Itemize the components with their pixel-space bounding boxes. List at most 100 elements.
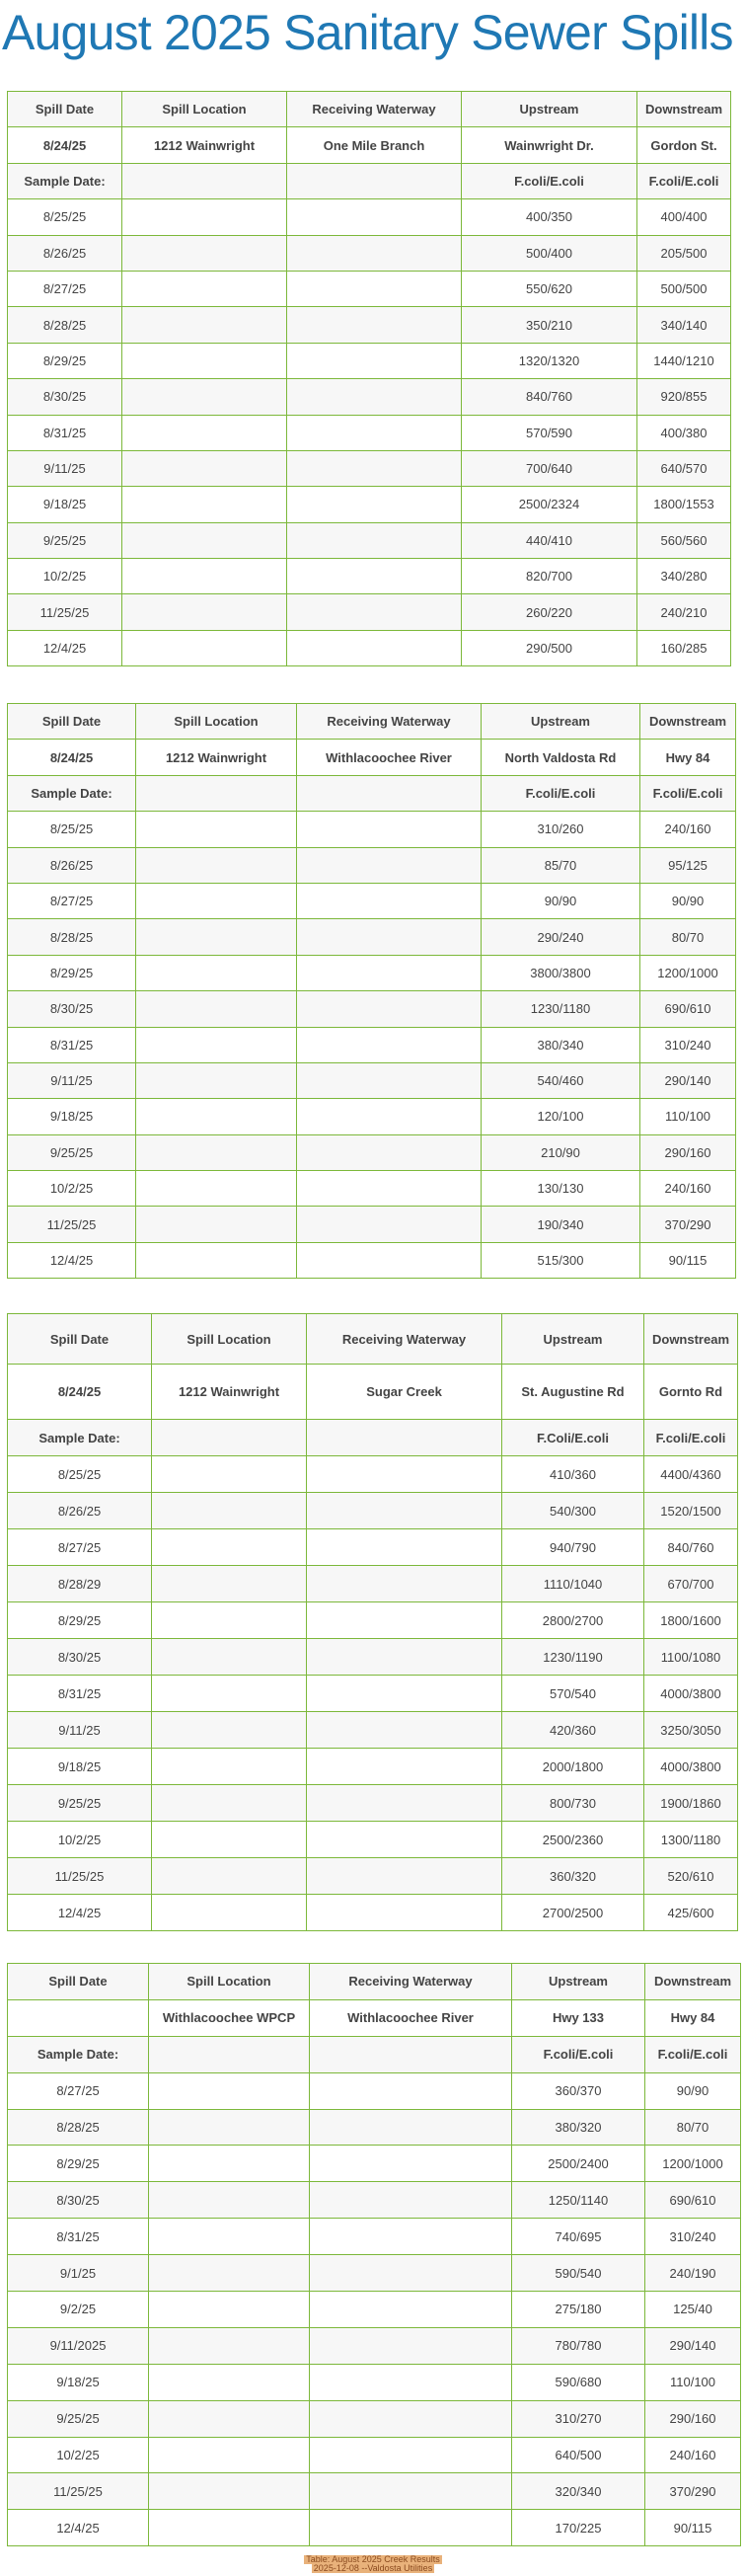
cell-downstream: 500/500 xyxy=(636,270,731,308)
cell-receiving-waterway xyxy=(286,270,462,308)
cell-upstream: 85/70 xyxy=(481,846,640,884)
cell-downstream: 160/285 xyxy=(636,629,731,667)
cell-spill-date: 8/27/25 xyxy=(7,882,136,920)
cell-downstream: 1900/1860 xyxy=(643,1784,738,1822)
cell-upstream: 170/225 xyxy=(511,2509,645,2547)
cell-receiving-waterway xyxy=(309,2218,512,2256)
cell-upstream: 400/350 xyxy=(461,198,637,236)
cell-spill-date: Sample Date: xyxy=(7,2035,149,2073)
cell-spill-date: 8/29/25 xyxy=(7,954,136,992)
cell-spill-location xyxy=(135,1241,297,1280)
cell-upstream: 820/700 xyxy=(461,558,637,595)
cell-spill-date: 8/26/25 xyxy=(7,234,122,272)
cell-receiving-waterway xyxy=(306,1565,502,1602)
table-row: 9/25/25 310/270 290/160 xyxy=(7,2399,741,2438)
cell-receiving-waterway xyxy=(286,558,462,595)
cell-downstream: 290/140 xyxy=(639,1061,736,1100)
cell-upstream: 350/210 xyxy=(461,306,637,344)
table-row: 8/26/25 540/300 1520/1500 xyxy=(7,1492,738,1529)
cell-downstream: 3250/3050 xyxy=(643,1711,738,1749)
cell-spill-date: 9/18/25 xyxy=(7,2363,149,2401)
cell-receiving-waterway xyxy=(286,629,462,667)
cell-upstream: 420/360 xyxy=(501,1711,644,1749)
spill-table-2: Spill Date Spill Location Receiving Waterw… xyxy=(7,702,736,1280)
cell-downstream: 290/160 xyxy=(644,2399,741,2438)
table-row: 9/11/25 420/360 3250/3050 xyxy=(7,1711,738,1749)
cell-upstream: 590/540 xyxy=(511,2254,645,2293)
cell-upstream: 210/90 xyxy=(481,1133,640,1172)
table-row: 9/25/25 440/410 560/560 xyxy=(7,521,731,560)
cell-receiving-waterway: Receiving Waterway xyxy=(309,1963,512,2000)
cell-spill-location xyxy=(151,1638,307,1676)
cell-spill-location: 1212 Wainwright xyxy=(121,126,287,164)
cell-upstream: 2000/1800 xyxy=(501,1748,644,1785)
cell-receiving-waterway xyxy=(309,2035,512,2073)
table-row: 8/27/25 360/370 90/90 xyxy=(7,2071,741,2110)
cell-receiving-waterway xyxy=(309,2472,512,2511)
table-row: 8/30/25 840/760 920/855 xyxy=(7,378,731,416)
cell-upstream: 1250/1140 xyxy=(511,2181,645,2220)
sample-label-row: Sample Date: F.coli/E.coli F.coli/E.coli xyxy=(7,774,736,813)
cell-spill-date: 8/31/25 xyxy=(7,1675,152,1712)
cell-spill-date: 8/29/25 xyxy=(7,1601,152,1639)
cell-downstream: 560/560 xyxy=(636,521,731,560)
cell-upstream: 290/240 xyxy=(481,918,640,956)
cell-receiving-waterway xyxy=(296,918,482,956)
cell-spill-date: 8/30/25 xyxy=(7,2181,149,2220)
cell-spill-location xyxy=(148,2436,310,2474)
cell-spill-date: 8/27/25 xyxy=(7,2071,149,2110)
cell-spill-date: 8/26/25 xyxy=(7,1492,152,1529)
cell-spill-location xyxy=(121,234,287,272)
cell-downstream: 80/70 xyxy=(644,2108,741,2147)
cell-upstream: 130/130 xyxy=(481,1170,640,1208)
cell-receiving-waterway xyxy=(309,2436,512,2474)
cell-upstream: 1110/1040 xyxy=(501,1565,644,1602)
cell-spill-location xyxy=(135,882,297,920)
table-row: 8/31/25 570/590 400/380 xyxy=(7,414,731,451)
cell-receiving-waterway xyxy=(306,1419,502,1456)
caption-source: 2025-12-08 --Valdosta Utilities xyxy=(311,2563,435,2573)
cell-receiving-waterway xyxy=(306,1528,502,1566)
cell-receiving-waterway xyxy=(306,1857,502,1895)
cell-upstream: 120/100 xyxy=(481,1098,640,1135)
cell-spill-date: 11/25/25 xyxy=(7,1206,136,1243)
cell-spill-date: 8/24/25 xyxy=(7,126,122,164)
cell-downstream: 340/280 xyxy=(636,558,731,595)
cell-spill-date: 9/11/2025 xyxy=(7,2326,149,2365)
cell-receiving-waterway: Receiving Waterway xyxy=(306,1313,502,1365)
cell-upstream: 640/500 xyxy=(511,2436,645,2474)
cell-receiving-waterway xyxy=(309,2071,512,2110)
table-row: 11/25/25 360/320 520/610 xyxy=(7,1857,738,1895)
header-row: Spill Date Spill Location Receiving Waterw… xyxy=(7,702,736,741)
cell-downstream: Downstream xyxy=(636,90,731,128)
cell-receiving-waterway xyxy=(306,1748,502,1785)
cell-upstream: 2500/2400 xyxy=(511,2145,645,2183)
cell-receiving-waterway xyxy=(296,1206,482,1243)
cell-upstream: 2500/2360 xyxy=(501,1821,644,1858)
cell-spill-date: 8/30/25 xyxy=(7,990,136,1028)
cell-downstream: Gornto Rd xyxy=(643,1364,738,1420)
cell-receiving-waterway xyxy=(286,593,462,631)
cell-downstream: 240/190 xyxy=(644,2254,741,2293)
sample-label-row: Sample Date: F.coli/E.coli F.coli/E.coli xyxy=(7,2035,741,2073)
cell-upstream: 570/540 xyxy=(501,1675,644,1712)
spill-info-row: 8/24/25 1212 Wainwright One Mile Branch Wai… xyxy=(7,126,731,164)
cell-spill-location xyxy=(151,1565,307,1602)
cell-downstream: Downstream xyxy=(643,1313,738,1365)
table-row: 8/31/25 570/540 4000/3800 xyxy=(7,1675,738,1712)
cell-downstream: 205/500 xyxy=(636,234,731,272)
cell-spill-date xyxy=(7,1998,149,2037)
cell-upstream: 2500/2324 xyxy=(461,486,637,523)
cell-spill-date: 12/4/25 xyxy=(7,1894,152,1931)
cell-downstream: 95/125 xyxy=(639,846,736,884)
cell-spill-date: 8/27/25 xyxy=(7,1528,152,1566)
cell-spill-location xyxy=(148,2035,310,2073)
table-row: 11/25/25 320/340 370/290 xyxy=(7,2472,741,2511)
cell-spill-date: 10/2/25 xyxy=(7,558,122,595)
cell-spill-date: 8/31/25 xyxy=(7,1026,136,1063)
cell-spill-date: 9/11/25 xyxy=(7,449,122,488)
cell-receiving-waterway xyxy=(296,1098,482,1135)
cell-upstream: Upstream xyxy=(481,702,640,741)
cell-downstream: 110/100 xyxy=(639,1098,736,1135)
cell-receiving-waterway xyxy=(306,1455,502,1493)
